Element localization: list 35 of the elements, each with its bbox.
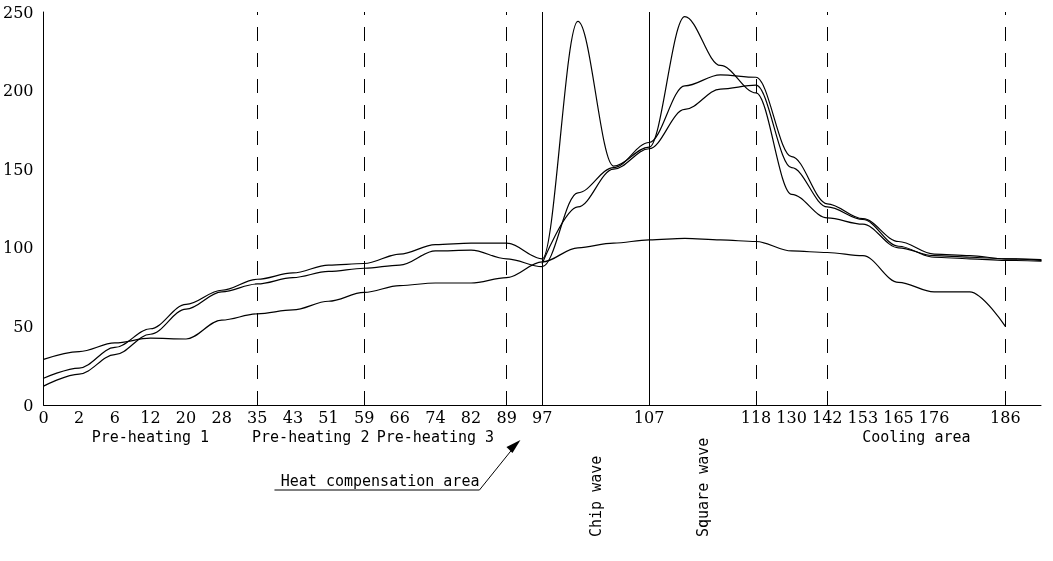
x-tick-label: 12 [140,407,161,427]
x-tick-label: 35 [247,407,268,427]
x-tick-label: 165 [883,407,914,427]
text: Chip wave [586,455,605,537]
text: Heat compensation area [280,471,480,490]
x-tick-label: 82 [460,407,482,427]
text: Square wave [693,437,712,537]
x-tick-label: 6 [109,407,120,427]
x-tick-label: 0 [38,407,49,427]
y-tick-label: 50 [13,316,34,336]
x-tick-label: 97 [532,407,553,427]
x-tick-label: 43 [282,407,304,427]
text: Cooling area [862,427,971,446]
text: Pre-heating 2 [252,427,370,446]
x-tick-label: 153 [847,407,879,427]
x-tick-label: 66 [389,407,410,427]
x-tick-label: 186 [990,407,1021,427]
y-tick-label: 200 [2,81,34,101]
y-tick-label: 100 [2,238,34,258]
text: Pre-heating 1 [91,427,210,446]
x-tick-label: 107 [633,407,665,427]
text: Pre-heating 3 [376,427,495,446]
x-tick-label: 130 [776,407,807,427]
x-tick-label: 89 [496,407,517,427]
y-tick-label: 250 [2,2,34,22]
y-tick-label: 150 [2,159,34,179]
x-tick-label: 142 [811,407,843,427]
x-tick-label: 118 [740,407,772,427]
x-tick-label: 176 [918,407,950,427]
x-tick-label: 28 [211,407,232,427]
x-tick-label: 59 [353,407,375,427]
x-tick-label: 74 [425,407,446,427]
x-tick-label: 2 [74,407,85,427]
x-tick-label: 20 [175,407,197,427]
x-tick-label: 51 [318,407,339,427]
